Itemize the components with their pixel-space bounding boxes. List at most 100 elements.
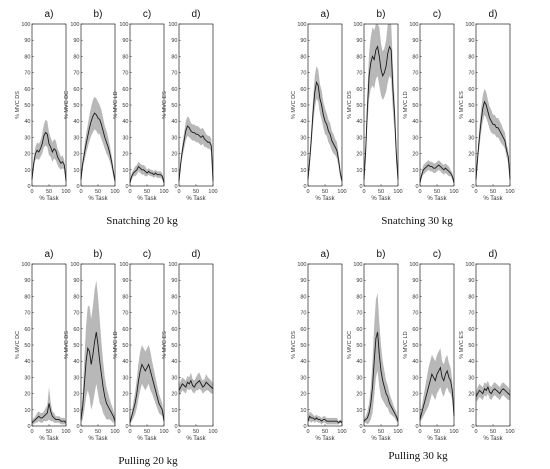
panel-3-b-ytick-label: 20	[73, 392, 79, 398]
panel-2-a-xtick-label: 100	[337, 189, 346, 195]
panel-3-c-ytick-label: 80	[122, 294, 128, 300]
panel-4-a-xtick-label: 0	[306, 429, 309, 435]
panel-1-d-xtick-label: 50	[193, 189, 199, 195]
panel-4-c-ytick-label: 60	[412, 327, 418, 333]
panel-4-d-ytick-label: 10	[468, 408, 474, 414]
group-caption-pulling-30: Pulling 30 kg	[388, 450, 448, 462]
panel-4-a-label: a)	[321, 249, 330, 260]
panel-2-d-ytick-label: 50	[468, 103, 474, 109]
panel-3-c-ytick-label: 40	[122, 359, 128, 365]
panel-1-c-xtick-label: 0	[128, 189, 131, 195]
panel-4-c-xtick-label: 0	[418, 429, 421, 435]
panel-1-d-ytick-label: 30	[171, 135, 177, 141]
panel-3-a-ytick-label: 40	[24, 359, 30, 365]
panel-2-d-ytick-label: 70	[468, 71, 474, 77]
panel-2-c-xtick-label: 50	[434, 189, 440, 195]
panel-2-c-ytick-label: 20	[412, 152, 418, 158]
panel-1-b-xtick-label: 100	[110, 189, 119, 195]
panel-2-b-ytick-label: 10	[356, 168, 362, 174]
panel-1-c-axes-frame	[129, 23, 165, 187]
panel-4-a-ytick-label: 30	[300, 375, 306, 381]
panel-4-a-xtick-label: 100	[337, 429, 346, 435]
panel-4-d-ytick-label: 30	[468, 375, 474, 381]
panel-2-d-sd-band	[476, 88, 510, 182]
panel-3-b-sd-band	[81, 280, 115, 425]
panel-1-b-ytick-label: 90	[73, 38, 79, 44]
panel-4-b-ytick-label: 60	[356, 327, 362, 333]
panel-4-b-ytick-label: 100	[353, 262, 362, 268]
panel-2-d-ylabel: % MVC ES	[459, 91, 465, 119]
panel-1-b-xtick-label: 50	[95, 189, 101, 195]
panel-4-c-ytick-label: 40	[412, 359, 418, 365]
panel-4-c-ytick-label: 80	[412, 294, 418, 300]
panel-1-b-ytick-label: 20	[73, 152, 79, 158]
panel-1-a-ytick-label: 100	[21, 22, 30, 28]
panel-3-c-ytick-label: 70	[122, 311, 128, 317]
panel-2-d-ytick-label: 10	[468, 168, 474, 174]
panel-1-c-ytick-label: 90	[122, 38, 128, 44]
panel-2-c-ytick-label: 40	[412, 119, 418, 125]
panel-1-a-ytick-label: 10	[24, 168, 30, 174]
panel-3-b-xtick-label: 0	[79, 429, 82, 435]
panel-1-b-ytick-label: 70	[73, 71, 79, 77]
panel-3-c-ytick-label: 30	[122, 375, 128, 381]
panel-3-b-ytick-label: 90	[73, 278, 79, 284]
panel-2-a-ytick-label: 50	[300, 103, 306, 109]
panel-2-a-ytick-label: 20	[300, 152, 306, 158]
panel-4-b-ytick-label: 0	[359, 424, 362, 430]
panel-1-d-ytick-label: 100	[168, 22, 177, 28]
panel-1-c-ytick-label: 20	[122, 152, 128, 158]
panel-1-a-ytick-label: 20	[24, 152, 30, 158]
panel-2-b-ytick-label: 90	[356, 38, 362, 44]
panel-2-c-ytick-label: 10	[412, 168, 418, 174]
panel-2-a-ytick-label: 100	[297, 22, 306, 28]
panel-4-c-label: c)	[433, 249, 441, 260]
panel-3-c-ytick-label: 90	[122, 278, 128, 284]
panel-2-c-ytick-label: 30	[412, 135, 418, 141]
panel-4-b-ytick-label: 10	[356, 408, 362, 414]
panel-1-d-ytick-label: 20	[171, 152, 177, 158]
panel-1-b-xlabel: % Task	[88, 196, 108, 202]
panel-2-b-sd-band	[364, 24, 398, 183]
panel-1-c-ytick-label: 10	[122, 168, 128, 174]
panel-3-d-ylabel: % MVC ES	[162, 331, 168, 359]
panel-2-c-ytick-label: 100	[409, 22, 418, 28]
panel-1-d-ytick-label: 90	[171, 38, 177, 44]
panel-1-d-ytick-label: 40	[171, 119, 177, 125]
panel-1-c-ytick-label: 80	[122, 54, 128, 60]
panel-3-c-ylabel: % MVC LD	[113, 331, 119, 358]
panel-3-d-axes-frame	[178, 263, 214, 427]
panel-4-d-ytick-label: 60	[468, 327, 474, 333]
panel-2-c-xlabel: % Task	[427, 196, 447, 202]
panel-4-c-ytick-label: 100	[409, 262, 418, 268]
panel-3-d-xtick-label: 0	[177, 429, 180, 435]
panel-2-a-ytick-label: 60	[300, 87, 306, 93]
panel-2-a-ytick-label: 0	[303, 184, 306, 190]
panel-2-a-mean-line	[307, 80, 343, 182]
panel-4-c-xtick-label: 50	[434, 429, 440, 435]
panel-2-c-xtick-label: 0	[418, 189, 421, 195]
panel-2-d-ytick-label: 80	[468, 54, 474, 60]
panel-2-b-ytick-label: 20	[356, 152, 362, 158]
panel-2-d-ytick-label: 60	[468, 87, 474, 93]
panel-2-d-xtick-label: 0	[474, 189, 477, 195]
panel-3-c-xtick-label: 0	[128, 429, 131, 435]
panel-1-d-ytick-label: 80	[171, 54, 177, 60]
panel-2-c-sd-band	[420, 160, 454, 185]
panel-4-c-ytick-label: 70	[412, 311, 418, 317]
panel-3-c-ytick-label: 60	[122, 327, 128, 333]
panel-4-a-ytick-label: 80	[300, 294, 306, 300]
panel-3-c-ytick-label: 100	[119, 262, 128, 268]
panel-3-d-ytick-label: 10	[171, 408, 177, 414]
panel-3-d-xtick-label: 50	[193, 429, 199, 435]
panel-2-a-ytick-label: 10	[300, 168, 306, 174]
panel-3-a-label: a)	[45, 249, 54, 260]
panel-2-b-ytick-label: 30	[356, 135, 362, 141]
panel-2-a-xtick-label: 0	[306, 189, 309, 195]
panel-3-b-label: b)	[94, 249, 103, 260]
panel-3-a-mean-line	[31, 403, 67, 424]
